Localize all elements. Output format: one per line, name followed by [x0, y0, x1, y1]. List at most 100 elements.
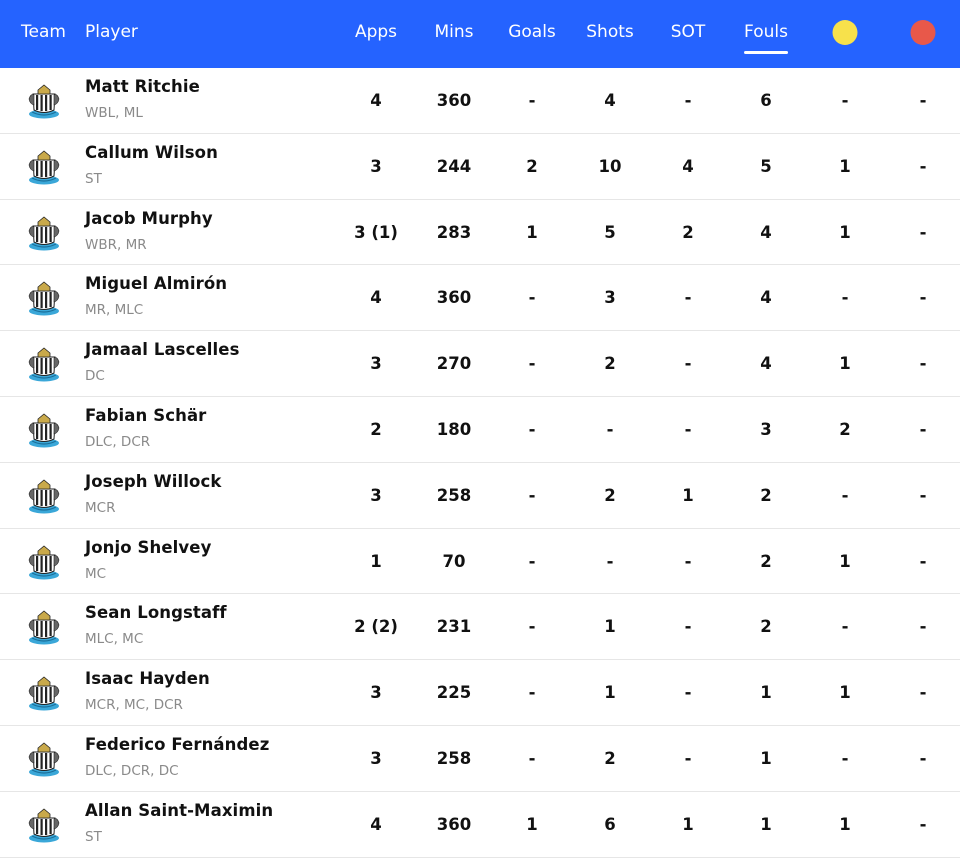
- cell-fouls: 2: [760, 617, 772, 637]
- column-header-player[interactable]: Player: [85, 22, 138, 42]
- table-row[interactable]: Joseph Willock MCR 3 258 - 2 1 2 - -: [0, 463, 960, 529]
- cell-red: -: [919, 354, 927, 374]
- cell-shots: 1: [604, 617, 616, 637]
- cell-sot: 4: [682, 156, 694, 176]
- team-crest-icon: [24, 410, 64, 450]
- table-row[interactable]: Jonjo Shelvey MC 1 70 - - - 2 1 -: [0, 529, 960, 595]
- cell-goals: -: [528, 485, 536, 505]
- player-name[interactable]: Jonjo Shelvey: [85, 537, 212, 557]
- player-name[interactable]: Miguel Almirón: [85, 274, 228, 294]
- cell-shots: 1: [604, 683, 616, 703]
- player-name[interactable]: Federico Fernández: [85, 734, 270, 754]
- cell-mins: 283: [436, 222, 472, 242]
- cell-sot: 1: [682, 485, 694, 505]
- team-crest-icon: [24, 542, 64, 582]
- team-crest-icon: [24, 147, 64, 187]
- cell-sot: -: [684, 551, 692, 571]
- red-card-icon[interactable]: [910, 20, 936, 45]
- cell-yellow: -: [841, 748, 849, 768]
- player-positions: DC: [85, 368, 105, 385]
- cell-mins: 258: [436, 485, 472, 505]
- column-header-sot[interactable]: SOT: [670, 22, 706, 42]
- team-crest-icon: [24, 739, 64, 779]
- yellow-card-icon[interactable]: [832, 20, 858, 45]
- cell-fouls: 6: [760, 91, 772, 110]
- cell-fouls: 4: [760, 288, 772, 308]
- team-crest-icon: [24, 476, 64, 516]
- cell-apps: 1: [370, 551, 382, 571]
- cell-shots: 6: [604, 814, 616, 834]
- cell-goals: -: [528, 683, 536, 703]
- table-row[interactable]: Sean Longstaff MLC, MC 2 (2) 231 - 1 - 2 - -: [0, 594, 960, 661]
- cell-shots: -: [606, 551, 614, 571]
- cell-red: -: [919, 748, 927, 768]
- cell-goals: -: [528, 748, 536, 768]
- cell-shots: 4: [604, 91, 616, 110]
- cell-red: -: [919, 814, 927, 834]
- cell-shots: 5: [604, 222, 616, 242]
- cell-yellow: -: [841, 617, 849, 637]
- cell-red: -: [919, 419, 927, 439]
- cell-fouls: 4: [760, 354, 772, 374]
- cell-yellow: 1: [839, 683, 851, 703]
- table-row[interactable]: Fabian Schär DLC, DCR 2 180 - - - 3 2 -: [0, 397, 960, 463]
- table-row[interactable]: Allan Saint-Maximin ST 4 360 1 6 1 1 1-: [0, 792, 960, 858]
- cell-apps: 3: [370, 683, 382, 703]
- cell-red: -: [919, 91, 927, 110]
- player-positions: DLC, DCR, DC: [85, 762, 179, 779]
- cell-yellow: 1: [839, 551, 851, 571]
- cell-red: -: [919, 222, 927, 242]
- column-header-shots[interactable]: Shots: [586, 22, 634, 42]
- cell-apps: 4: [370, 288, 382, 308]
- cell-yellow: -: [841, 91, 849, 110]
- cell-fouls: 5: [760, 156, 772, 176]
- table-row[interactable]: Callum Wilson ST 3 244 2 10 4 5 1 -: [0, 134, 960, 200]
- table-row[interactable]: Federico Fernández DLC, DCR, DC 3 258 - 2 - 1 - -: [0, 726, 960, 792]
- cell-shots: -: [606, 419, 614, 439]
- table-row[interactable]: Isaac Hayden MCR, MC, DCR 3 225 - 1 - 1 1 -: [0, 660, 960, 726]
- column-header-goals[interactable]: Goals: [508, 22, 556, 42]
- cell-goals: -: [528, 288, 536, 308]
- column-header-apps[interactable]: Apps: [354, 22, 398, 42]
- table-row[interactable]: Miguel Almirón MR, MLC 4 360 - 3 - 4 - -: [0, 265, 960, 332]
- cell-sot: -: [684, 354, 692, 374]
- cell-shots: 2: [604, 485, 616, 505]
- player-name[interactable]: Joseph Willock: [85, 471, 222, 491]
- cell-apps: 4: [370, 91, 382, 110]
- cell-mins: 180: [436, 419, 472, 439]
- cell-apps: 3: [370, 748, 382, 768]
- cell-mins: 360: [436, 91, 472, 110]
- player-name[interactable]: Sean Longstaff: [85, 603, 227, 623]
- column-header-team[interactable]: Team: [21, 22, 66, 42]
- cell-red: -: [919, 485, 927, 505]
- cell-sot: 2: [682, 222, 694, 242]
- column-header-mins[interactable]: Mins: [434, 22, 474, 42]
- cell-mins: 231: [436, 617, 472, 637]
- cell-shots: 3: [604, 288, 616, 308]
- cell-apps: 3: [370, 354, 382, 374]
- player-name[interactable]: Allan Saint-Maximin: [85, 800, 274, 820]
- cell-mins: 360: [436, 814, 472, 834]
- cell-mins: 270: [436, 354, 472, 374]
- table-row[interactable]: Jamaal Lascelles DC 3 270 - 2 - 4 1 -: [0, 331, 960, 397]
- player-name[interactable]: Jacob Murphy: [85, 208, 213, 228]
- player-positions: MCR, MC, DCR: [85, 697, 183, 714]
- player-name[interactable]: Callum Wilson: [85, 142, 218, 162]
- cell-yellow: 1: [839, 156, 851, 176]
- cell-sot: -: [684, 419, 692, 439]
- cell-red: -: [919, 156, 927, 176]
- table-row[interactable]: Jacob Murphy WBR, MR 3 (1) 283 1 5 2 4 1 -: [0, 200, 960, 266]
- table-row[interactable]: Matt Ritchie WBL, ML 4 360 - 4 - 6 - -: [0, 68, 960, 134]
- player-positions: ST: [85, 828, 102, 845]
- player-name[interactable]: Matt Ritchie: [85, 77, 200, 96]
- cell-yellow: 1: [839, 354, 851, 374]
- player-name[interactable]: Jamaal Lascelles: [85, 340, 240, 360]
- team-crest-icon: [24, 607, 64, 647]
- cell-red: -: [919, 551, 927, 571]
- cell-mins: 225: [436, 683, 472, 703]
- player-name[interactable]: Isaac Hayden: [85, 669, 210, 689]
- column-header-fouls[interactable]: Fouls: [744, 0, 788, 68]
- cell-yellow: 1: [839, 814, 851, 834]
- cell-apps: 2 (2): [354, 617, 398, 637]
- player-name[interactable]: Fabian Schär: [85, 405, 207, 425]
